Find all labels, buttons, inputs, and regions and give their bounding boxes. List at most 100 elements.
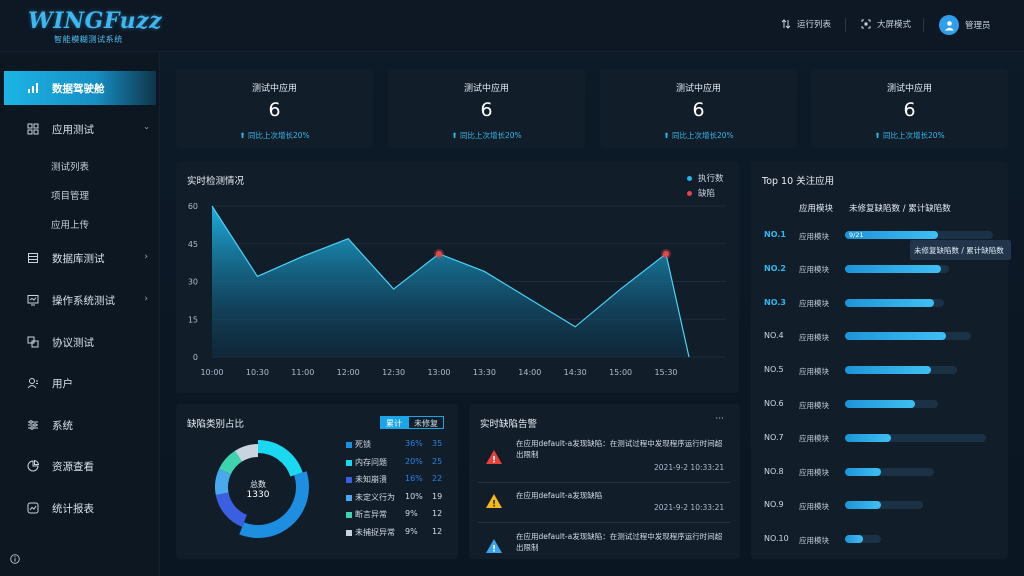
- legend-name: 内存问题: [355, 457, 387, 467]
- defect-bar-fill: [845, 400, 915, 408]
- legend-row[interactable]: 断言异常 9% 12: [346, 509, 446, 523]
- x-tick-label: 15:30: [654, 368, 677, 377]
- sidebar-item-label: 统计报表: [52, 502, 94, 515]
- x-tick-label: 13:30: [473, 368, 496, 377]
- bar-chart-icon: [26, 81, 40, 95]
- stat-card[interactable]: 测试中应用 6 ⬆ 同比上次增长20%: [811, 69, 1008, 148]
- sidebar-item-app-test[interactable]: 应用测试 ›: [0, 112, 160, 146]
- alert-item[interactable]: ! 在应用default-a发现缺陷：在测试过程中发现程序运行时间超出限制 20…: [478, 438, 730, 478]
- grid-icon: [26, 122, 40, 136]
- legend-item-defects[interactable]: 缺陷: [687, 187, 715, 199]
- alert-time: 2021-9-2 10:33:21: [654, 463, 725, 472]
- rank-label: NO.9: [764, 500, 784, 510]
- defect-bar-track[interactable]: [845, 433, 986, 442]
- user-menu[interactable]: 管理员: [939, 15, 991, 35]
- realtime-area-chart[interactable]: 0 15 30 45 60 10:00 10:30 11:00 12:00 12:30 13:00 1…: [176, 195, 739, 385]
- defect-bar-fill: [845, 467, 881, 476]
- protocol-icon: [26, 335, 40, 349]
- sidebar-item-label: 协议测试: [52, 336, 94, 349]
- legend-row[interactable]: 未定义行为 10% 19: [346, 492, 446, 506]
- defect-bar-track[interactable]: [845, 264, 949, 273]
- donut-slice: [219, 450, 242, 475]
- y-tick-label: 30: [188, 278, 198, 287]
- defect-bar-fill: [845, 535, 863, 544]
- chevron-down-icon: ›: [141, 126, 152, 130]
- legend-row[interactable]: 未知崩溃 16% 22: [346, 474, 446, 488]
- sidebar-item-os-test[interactable]: 操作系统测试 ›: [0, 283, 160, 317]
- rank-label: NO.3: [764, 297, 786, 307]
- sidebar-item-protocol-test[interactable]: 协议测试: [0, 325, 160, 359]
- defect-bar-track[interactable]: [845, 467, 934, 476]
- legend-name: 断言异常: [355, 510, 387, 519]
- sidebar-subitem-test-list[interactable]: 测试列表: [51, 162, 90, 173]
- stat-card[interactable]: 测试中应用 6 ⬆ 同比上次增长20%: [388, 69, 585, 148]
- report-icon: [26, 501, 40, 515]
- donut-center-label: 总数: [250, 480, 266, 489]
- module-label: 应用模块: [799, 501, 829, 511]
- legend-row[interactable]: 内存问题 20% 25: [346, 457, 446, 471]
- legend-row[interactable]: 死锁 36% 35: [346, 439, 446, 453]
- defect-bar-track[interactable]: [845, 400, 939, 408]
- module-label: 应用模块: [799, 231, 829, 241]
- tab-unfixed[interactable]: 未修复: [408, 416, 444, 429]
- sidebar-item-database-test[interactable]: 数据库测试 ›: [0, 241, 160, 275]
- y-tick-label: 45: [188, 240, 198, 249]
- defect-donut-chart[interactable]: [207, 436, 309, 538]
- module-label: 应用模块: [799, 535, 829, 545]
- alert-item[interactable]: ! 在应用default-a发现缺陷：在测试过程中发现程序运行时间超出限制: [478, 528, 730, 556]
- sidebar-subitem-project-manage[interactable]: 项目管理: [51, 191, 90, 202]
- svg-text:!: !: [492, 545, 496, 555]
- fullscreen-label: 大屏模式: [877, 20, 912, 30]
- legend-swatch: [346, 512, 352, 518]
- stat-trend-text: 同比上次增长20%: [672, 131, 734, 140]
- module-label: 应用模块: [799, 366, 829, 376]
- defect-bar-track[interactable]: [845, 298, 945, 307]
- x-tick-label: 12:30: [382, 368, 405, 377]
- app-logo[interactable]: WINGFuzz 智能模糊测试系统: [22, 8, 162, 44]
- module-label: 应用模块: [799, 332, 829, 342]
- stat-card[interactable]: 测试中应用 6 ⬆ 同比上次增长20%: [600, 69, 797, 148]
- stat-card[interactable]: 测试中应用 6 ⬆ 同比上次增长20%: [176, 69, 373, 148]
- stat-trend: ⬆ 同比上次增长20%: [176, 130, 373, 141]
- defect-bar-track[interactable]: 9/21: [845, 231, 993, 239]
- info-icon[interactable]: [10, 554, 20, 564]
- defect-bar-track[interactable]: [845, 332, 971, 341]
- donut-slice: [215, 468, 231, 496]
- rank-label: NO.2: [764, 263, 786, 273]
- pie-icon: [26, 459, 40, 473]
- more-icon[interactable]: ···: [715, 414, 724, 424]
- stat-title: 测试中应用: [675, 84, 721, 94]
- x-tick-label: 15:00: [609, 368, 632, 377]
- run-list-button[interactable]: 运行列表: [781, 18, 831, 30]
- defect-bar-track[interactable]: [845, 366, 958, 375]
- sidebar-item-user[interactable]: 用户: [0, 366, 160, 400]
- ratio-toggle[interactable]: 累计 未修复: [380, 416, 444, 429]
- sidebar-item-reports[interactable]: 统计报表: [0, 491, 160, 525]
- legend-row[interactable]: 未捕捉异常 9% 12: [346, 527, 446, 541]
- rank-label: NO.6: [764, 399, 784, 408]
- legend-item-executions[interactable]: 执行数: [687, 172, 724, 184]
- donut-hole: [236, 465, 280, 509]
- alert-text: 在应用default-a发现缺陷: [516, 491, 603, 500]
- sliders-icon: [26, 418, 40, 432]
- defect-bar-track[interactable]: [845, 501, 924, 510]
- tab-cumulative[interactable]: 累计: [380, 416, 408, 429]
- x-tick-label: 11:00: [291, 368, 314, 377]
- rank-label: NO.10: [764, 534, 789, 544]
- alert-item[interactable]: ! 在应用default-a发现缺陷 2021-9-2 10:33:21: [478, 488, 730, 518]
- sidebar-item-resources[interactable]: 资源查看: [0, 449, 160, 483]
- sidebar-item-dashboard[interactable]: 数据驾驶舱: [4, 71, 156, 105]
- sidebar-item-label: 应用测试: [52, 123, 94, 136]
- fullscreen-button[interactable]: 大屏模式: [861, 18, 911, 30]
- avatar[interactable]: [939, 15, 959, 35]
- stat-title: 测试中应用: [251, 84, 297, 94]
- info-warning-icon: !: [486, 539, 502, 555]
- sidebar-subitem-app-upload[interactable]: 应用上传: [51, 220, 90, 231]
- legend-count: 12: [432, 509, 443, 518]
- legend-percent: 10%: [405, 491, 423, 501]
- sidebar-item-system[interactable]: 系统: [0, 408, 160, 442]
- y-tick-label: 15: [188, 315, 198, 324]
- defect-bar-track[interactable]: [845, 535, 881, 544]
- warning-icon: !: [486, 494, 502, 509]
- stat-title: 测试中应用: [886, 84, 932, 94]
